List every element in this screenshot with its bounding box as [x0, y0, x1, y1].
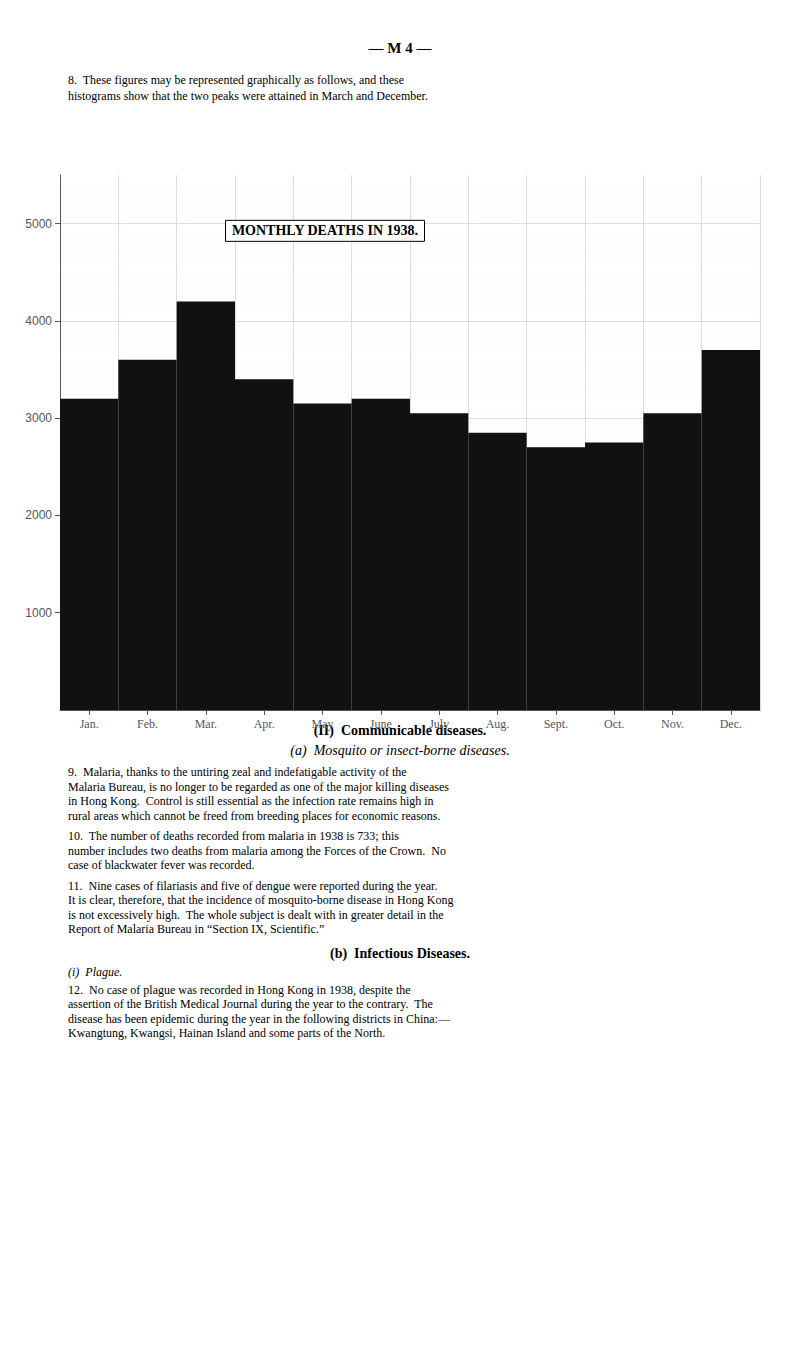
svg-text:4000: 4000 — [25, 314, 52, 328]
svg-text:(b) Infectious Diseases.: (b) Infectious Diseases. — [330, 946, 470, 962]
svg-text:rural areas which cannot be fr: rural areas which cannot be freed from b… — [68, 809, 441, 823]
svg-text:5000: 5000 — [25, 217, 52, 231]
svg-text:(i) Plague.: (i) Plague. — [68, 965, 122, 979]
svg-text:case of blackwater fever was r: case of blackwater fever was recorded. — [68, 858, 255, 872]
svg-text:Nov.: Nov. — [661, 717, 684, 731]
svg-text:is not excessively high. The: is not excessively high. The whole subje… — [68, 908, 444, 922]
svg-text:Report of Malaria Bureau in “S: Report of Malaria Bureau in “Section IX,… — [68, 922, 324, 936]
svg-text:Kwangtung, Kwangsi, Hainan Isl: Kwangtung, Kwangsi, Hainan Island and so… — [68, 1026, 385, 1040]
svg-text:1000: 1000 — [25, 606, 52, 620]
svg-text:Oct.: Oct. — [604, 717, 624, 731]
svg-text:assertion of the British Medic: assertion of the British Medical Journal… — [68, 997, 433, 1011]
svg-text:11. Nine cases of filariasis: 11. Nine cases of filariasis and five of… — [68, 879, 437, 893]
svg-text:Malaria Bureau, is no longer t: Malaria Bureau, is no longer to be regar… — [68, 780, 449, 794]
svg-text:(II) Communicable diseases.: (II) Communicable diseases. — [314, 723, 487, 739]
svg-text:— M 4 —: — M 4 — — [368, 40, 433, 56]
svg-text:3000: 3000 — [25, 411, 52, 425]
svg-text:July: July — [429, 717, 449, 731]
svg-text:number includes two deaths fro: number includes two deaths from malaria … — [68, 844, 446, 858]
svg-text:histograms show that the two p: histograms show that the two peaks were … — [68, 89, 428, 103]
svg-text:2000: 2000 — [25, 508, 52, 522]
svg-text:10. The number of deaths reco: 10. The number of deaths recorded from m… — [68, 829, 399, 843]
svg-text:(a) Mosquito or insect-borne: (a) Mosquito or insect-borne diseases. — [290, 743, 509, 759]
svg-text:May: May — [312, 717, 334, 731]
svg-text:disease has been epidemic duri: disease has been epidemic during the yea… — [68, 1012, 451, 1026]
svg-text:Apr.: Apr. — [254, 717, 275, 731]
svg-text:It is clear, therefore, that t: It is clear, therefore, that the inciden… — [68, 893, 453, 907]
svg-text:in Hong Kong. Control is stil: in Hong Kong. Control is still essential… — [68, 794, 434, 808]
svg-text:MONTHLY DEATHS IN 1938.: MONTHLY DEATHS IN 1938. — [232, 223, 418, 238]
svg-text:Mar.: Mar. — [195, 717, 217, 731]
svg-text:Sept.: Sept. — [544, 717, 568, 731]
svg-text:June: June — [370, 717, 392, 731]
svg-text:12. No case of plague was rec: 12. No case of plague was recorded in Ho… — [68, 983, 411, 997]
svg-text:8. These figures may be repre: 8. These figures may be represented grap… — [68, 73, 404, 87]
svg-text:Jan.: Jan. — [80, 717, 99, 731]
svg-text:Dec.: Dec. — [720, 717, 742, 731]
svg-text:Feb.: Feb. — [137, 717, 158, 731]
svg-text:9. Malaria, thanks to the unt: 9. Malaria, thanks to the untiring zeal … — [68, 765, 407, 779]
svg-text:Aug.: Aug. — [486, 717, 510, 731]
